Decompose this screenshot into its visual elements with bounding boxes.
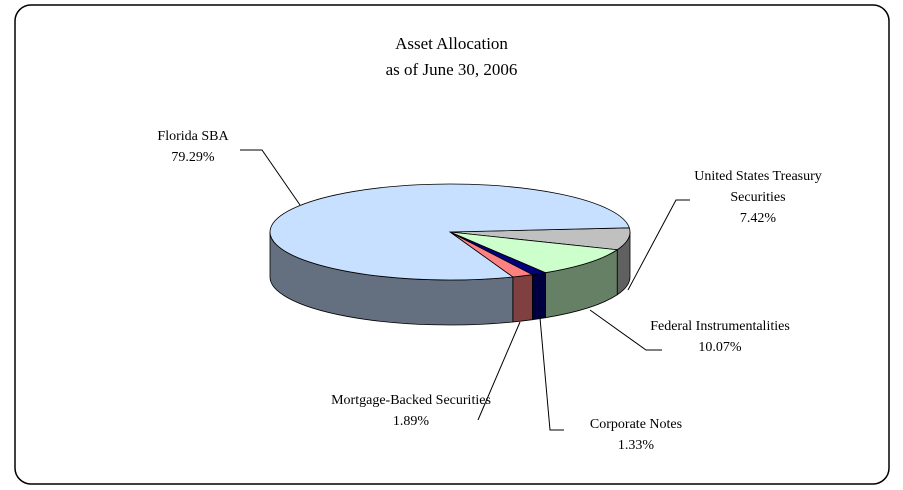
slice-value: 1.33% [617, 438, 655, 453]
slice-side [531, 272, 546, 321]
slice-label: Federal Instrumentalities 10.07% [640, 316, 800, 358]
slice-label: Florida SBA 79.29% [113, 126, 273, 168]
slice-name: Corporate Notes [589, 417, 683, 432]
leader-line [240, 149, 301, 206]
leader-line [539, 317, 564, 431]
leader-line [589, 309, 662, 351]
leader-line [627, 199, 690, 291]
slice-value: 79.29% [171, 150, 215, 165]
chart-subtitle: as of June 30, 2006 [385, 60, 518, 79]
slice-label: Corporate Notes 1.33% [556, 414, 716, 456]
slice-name: United States Treasury Securities [694, 169, 822, 205]
slice [449, 231, 619, 274]
slice [269, 183, 630, 281]
slice-side [512, 274, 533, 323]
slice-value: 7.42% [739, 211, 777, 226]
slice-value: 10.07% [698, 340, 742, 355]
slice-label: United States Treasury Securities 7.42% [668, 166, 848, 229]
slice-name: Federal Instrumentalities [650, 319, 790, 334]
slice-value: 1.89% [392, 414, 430, 429]
slice-name: Mortgage-Backed Securities [331, 393, 491, 408]
leader-line [477, 321, 521, 421]
chart-title: Asset Allocation [395, 34, 508, 53]
slice-name: Florida SBA [157, 129, 229, 144]
slice-label: Mortgage-Backed Securities 1.89% [331, 390, 491, 432]
